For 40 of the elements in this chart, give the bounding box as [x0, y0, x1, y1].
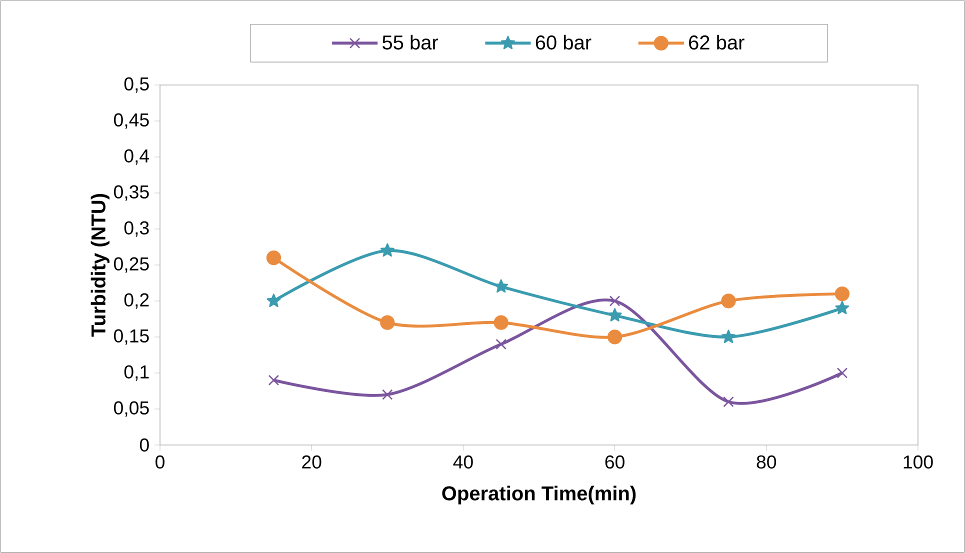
- x-tick-label: 20: [302, 455, 322, 469]
- point: [380, 315, 395, 330]
- y-tick-label: 0,05: [114, 401, 149, 417]
- point: [608, 308, 622, 322]
- legend-label: 62 bar: [689, 34, 744, 50]
- x-tick-label: 60: [605, 455, 624, 469]
- y-tick-label: 0: [140, 438, 149, 452]
- y-tick-label: 0,3: [124, 221, 149, 237]
- y-axis-title: Turbidity (NTU): [90, 194, 110, 337]
- x-tick-label: 0: [156, 455, 164, 469]
- point: [266, 250, 282, 266]
- point: [266, 294, 281, 308]
- point: [607, 330, 622, 344]
- point: [494, 279, 508, 293]
- point: [723, 396, 734, 408]
- point: [721, 330, 736, 344]
- point: [836, 368, 848, 378]
- point: [494, 315, 508, 330]
- point: [721, 294, 736, 308]
- point: [382, 389, 393, 400]
- y-tick-label: 0,35: [114, 185, 149, 201]
- point: [268, 374, 280, 386]
- legend-label: 60 bar: [536, 34, 592, 50]
- x-axis-title: Operation Time(min): [442, 486, 636, 504]
- point: [380, 243, 394, 257]
- y-tick-label: 0,25: [114, 257, 149, 273]
- y-tick-label: 0,45: [114, 113, 149, 129]
- y-tick-label: 0,5: [124, 77, 149, 93]
- x-tick-label: 80: [756, 455, 776, 469]
- point: [835, 300, 850, 314]
- x-tick-label: 100: [904, 455, 933, 469]
- legend-label: 55 bar: [382, 34, 438, 50]
- y-tick-label: 0,4: [124, 149, 150, 165]
- y-tick-label: 0,15: [114, 329, 149, 345]
- y-tick-label: 0,1: [124, 365, 149, 381]
- point: [496, 338, 506, 350]
- y-tick-label: 0,2: [124, 293, 149, 309]
- point: [609, 296, 620, 306]
- point: [834, 286, 850, 302]
- x-tick-label: 40: [453, 455, 473, 469]
